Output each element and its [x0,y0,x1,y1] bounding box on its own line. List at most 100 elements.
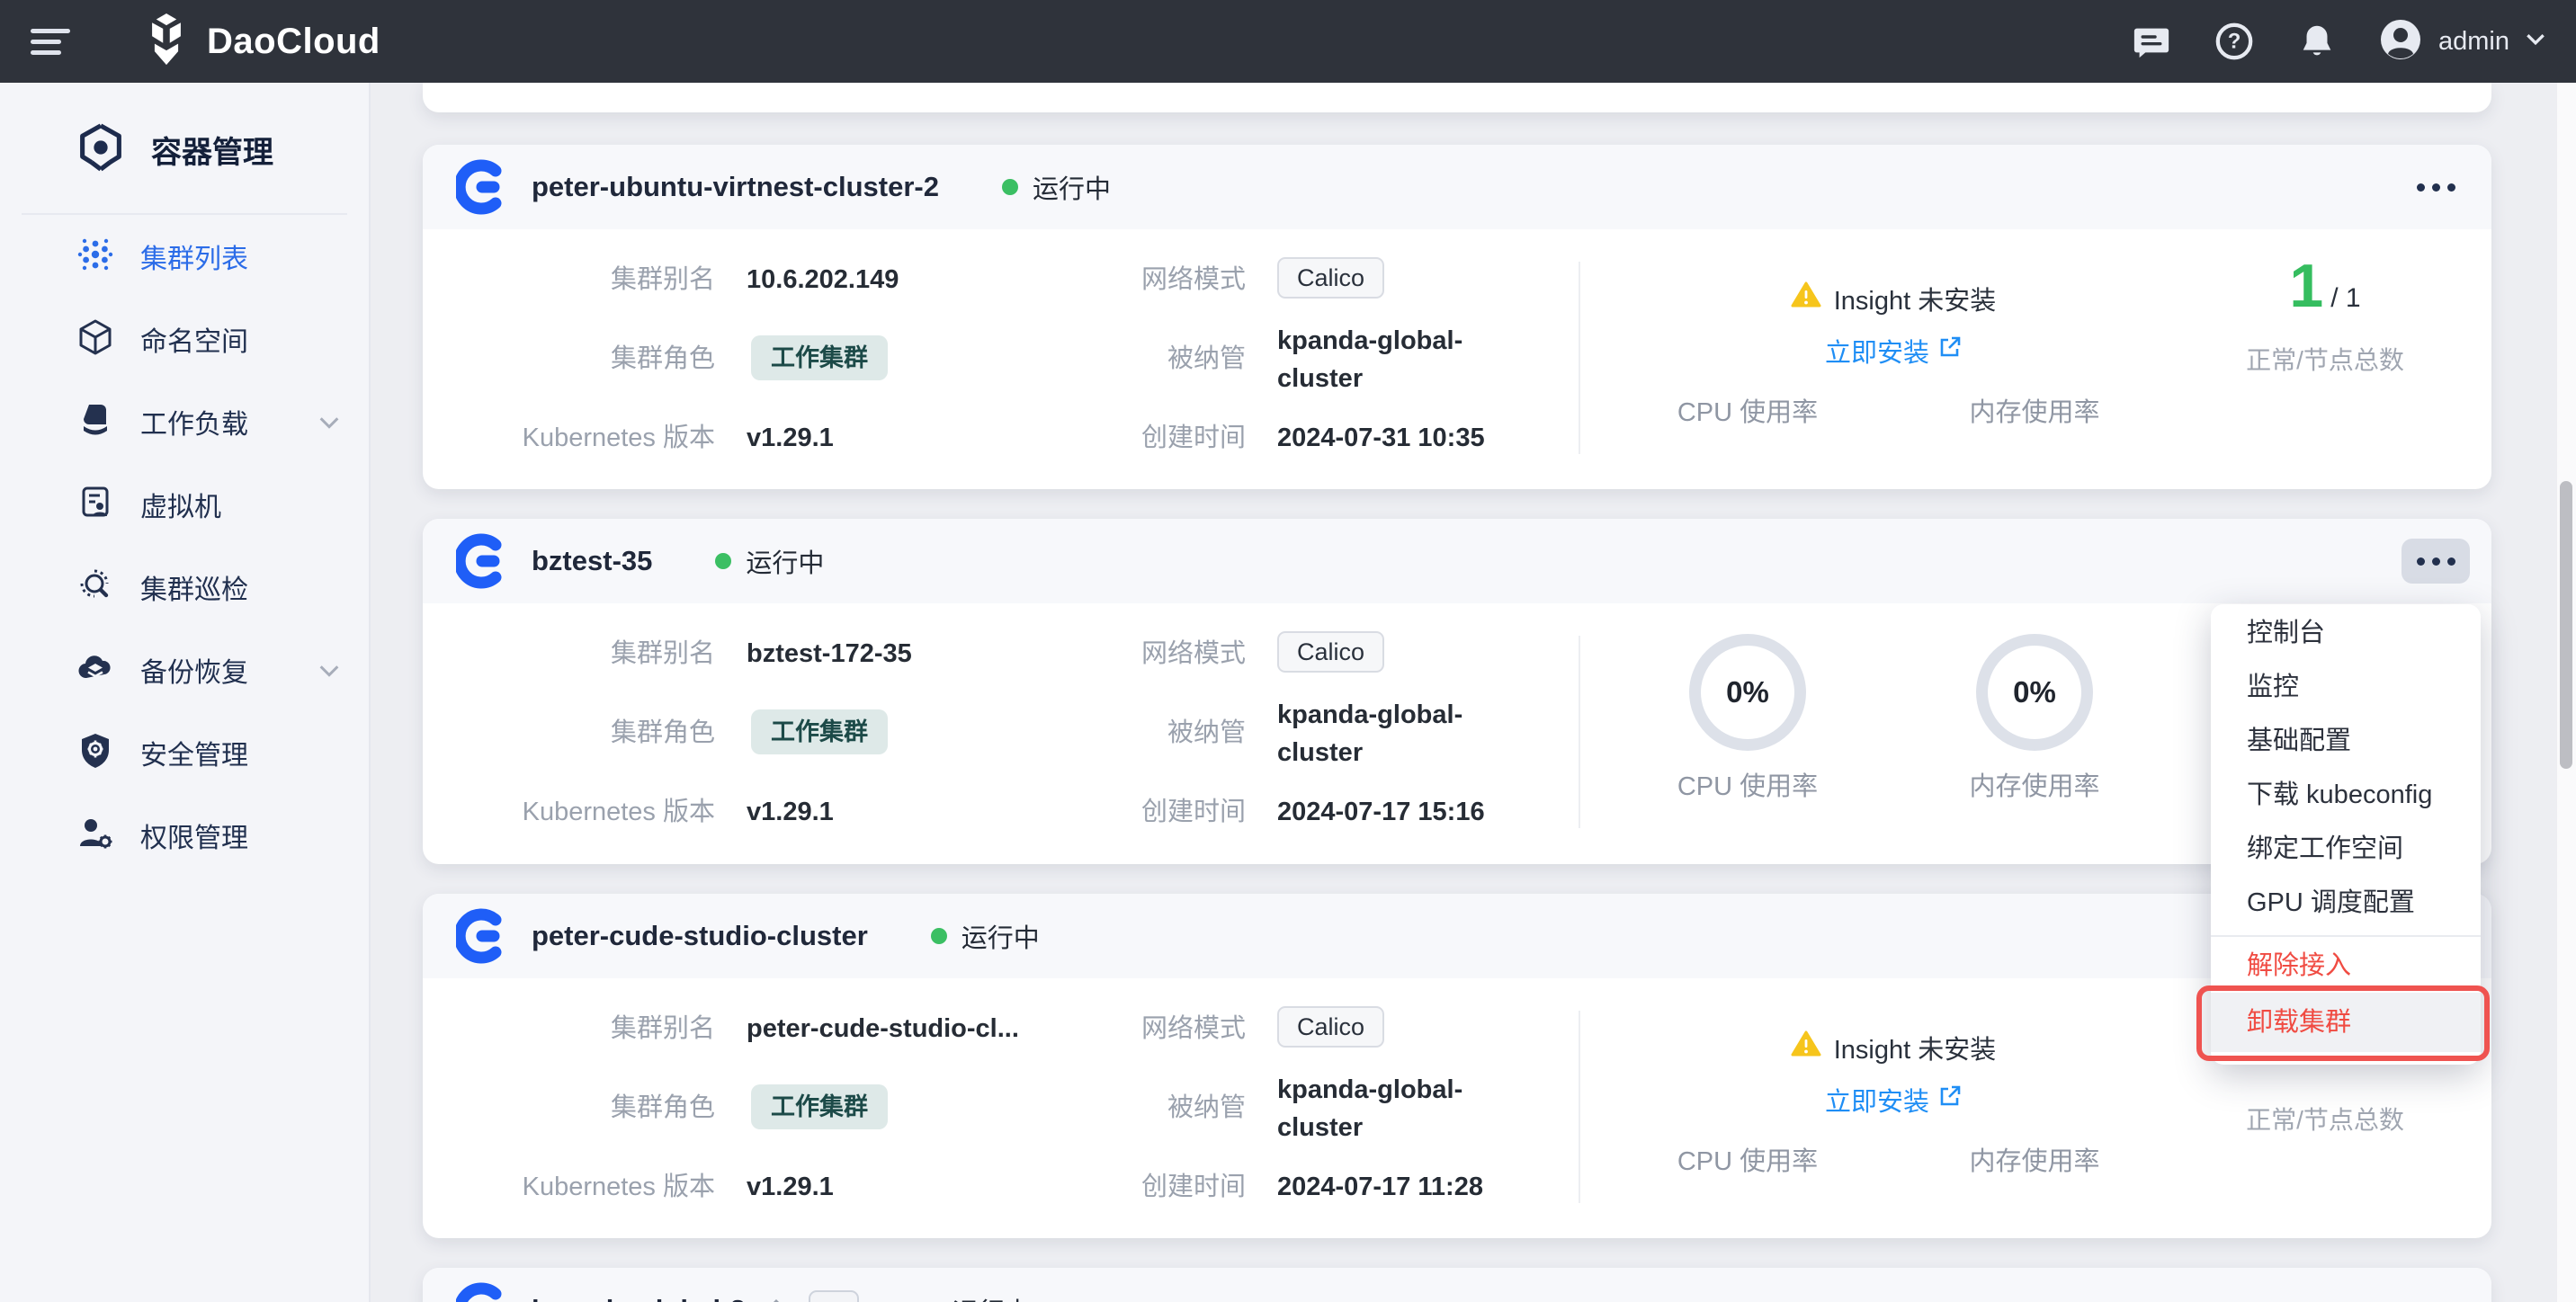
memory-usage-label: 内存使用率 [1969,398,2100,427]
menu-item-download-kubeconfig[interactable]: 下载 kubeconfig [2247,780,2433,809]
help-icon[interactable]: ? [2214,21,2255,62]
chevron-down-icon [2526,33,2545,49]
field-label: 创建时间 [1140,798,1246,826]
cluster-name[interactable]: peter-ubuntu-virtnest-cluster-2 [532,171,939,202]
install-now-link[interactable]: 立即安装 [1579,1081,2208,1119]
nodes-total-count: / 1 [2330,283,2361,313]
cluster-logo-icon [453,908,512,964]
cpu-usage-donut: 0% [1689,634,1806,751]
namespace-cube-icon [76,317,115,361]
warning-icon [1791,281,1821,316]
divider [1579,262,1580,454]
cluster-card-peter-cude-studio: peter-cude-studio-cluster 运行中 集群别名 peter… [423,894,2491,1238]
field-label: 集群别名 [610,265,715,294]
status-text: 运行中 [953,1291,1031,1302]
user-menu[interactable]: admin [2379,18,2545,66]
field-label: 创建时间 [1140,424,1246,452]
cluster-dots-icon [76,235,115,279]
scrollbar-track[interactable] [2556,83,2576,1302]
insight-missing-text: Insight 未安装 [1833,287,1997,316]
insight-block: Insight 未安装 立即安装 [1579,229,2208,370]
menu-item-disconnect[interactable]: 解除接入 [2247,951,2352,980]
workloads-stack-icon [76,400,115,444]
menu-toggle-icon[interactable] [31,22,70,61]
field-label: 创建时间 [1140,1173,1246,1201]
node-ratio-label: 正常/节点总数 [2246,1106,2404,1134]
cluster-name[interactable]: peter-cude-studio-cluster [532,920,868,951]
cluster-card-header: peter-cude-studio-cluster 运行中 [423,894,2491,978]
cluster-alias: bztest-172-35 [747,639,912,668]
field-label: 集群角色 [610,1093,715,1122]
sidebar-item-cluster-list[interactable]: 集群列表 [0,215,369,298]
sidebar-item-workloads[interactable]: 工作负载 [0,380,369,463]
insight-block: Insight 未安装 立即安装 [1579,978,2208,1119]
sidebar-item-virtual-machines[interactable]: 虚拟机 [0,463,369,546]
daocloud-logo-icon [140,12,192,72]
menu-item-uninstall-cluster[interactable]: 卸载集群 [2211,993,2481,1052]
sidebar-item-backup-restore[interactable]: 备份恢复 [0,629,369,711]
managed-by-value: kpanda-global-cluster [1277,1075,1463,1142]
field-label: 被纳管 [1167,1093,1246,1122]
install-now-link[interactable]: 立即安装 [1579,332,2208,370]
cluster-alias: 10.6.202.149 [747,265,899,294]
sidebar: 容器管理 集群列表 [0,83,371,1302]
feedback-icon[interactable] [2131,21,2172,62]
brand-name: DaoCloud [207,21,380,61]
field-label: 集群别名 [610,1014,715,1043]
cluster-logo-icon [453,159,512,215]
menu-item-monitoring[interactable]: 监控 [2247,673,2300,701]
managed-by-value: kpanda-global-cluster [1277,700,1463,767]
vm-icon [76,483,115,527]
field-label: 被纳管 [1167,344,1246,373]
created-time: 2024-07-17 11:28 [1277,1173,1483,1201]
more-actions-button[interactable] [2402,165,2470,210]
more-actions-button-active[interactable] [2402,539,2470,584]
sidebar-item-security[interactable]: 安全管理 [0,711,369,794]
cluster-role-badge: 工作集群 [751,709,888,754]
status-dot [930,928,947,944]
divider [22,213,347,215]
menu-item-console[interactable]: 控制台 [2247,619,2326,647]
menu-divider [2211,935,2481,937]
menu-item-gpu-scheduling[interactable]: GPU 调度配置 [2247,888,2415,917]
cpu-usage-label: CPU 使用率 [1677,1147,1819,1176]
cluster-name[interactable]: bztest-35 [532,545,653,576]
notifications-bell-icon[interactable] [2296,21,2338,62]
cluster-name[interactable]: kpanda-global-2 [532,1294,746,1302]
status-dot [1001,179,1018,195]
k8s-version: v1.29.1 [747,798,834,826]
cluster-card-body: 集群别名 peter-cude-studio-cl... 网络模式 Calico… [423,978,2491,1238]
chevron-down-icon [318,416,340,433]
cluster-card-header: peter-ubuntu-virtnest-cluster-2 运行中 [423,145,2491,229]
divider [1579,636,1580,828]
sidebar-item-permissions[interactable]: 权限管理 [0,794,369,877]
cluster-card-header: kpanda-global-2 运行中 [423,1268,2491,1302]
k8s-version: v1.29.1 [747,424,834,452]
sidebar-item-namespaces[interactable]: 命名空间 [0,298,369,380]
cluster-card-partial-bottom: kpanda-global-2 运行中 [423,1268,2491,1302]
memory-usage-label: 内存使用率 [1969,772,2100,801]
field-label: Kubernetes 版本 [522,798,715,826]
created-time: 2024-07-17 15:16 [1277,798,1485,826]
cluster-card-peter-ubuntu: peter-ubuntu-virtnest-cluster-2 运行中 集群别名… [423,145,2491,489]
sidebar-item-cluster-inspection[interactable]: 集群巡检 [0,546,369,629]
menu-item-bind-workspace[interactable]: 绑定工作空间 [2247,834,2404,863]
cluster-list-main: peter-ubuntu-virtnest-cluster-2 运行中 集群别名… [371,83,2576,1302]
node-ratio-label: 正常/节点总数 [2246,346,2404,374]
field-label: 集群角色 [610,344,715,373]
shield-gear-icon [76,731,115,775]
field-label: 网络模式 [1140,1014,1246,1043]
cluster-logo-icon [453,533,512,589]
memory-usage-label: 内存使用率 [1969,1147,2100,1176]
scrollbar-thumb[interactable] [2560,481,2572,769]
cluster-alias: peter-cude-studio-cl... [747,1014,1019,1043]
cluster-card-header: bztest-35 运行中 [423,519,2491,603]
edit-alias-icon[interactable] [758,1295,785,1302]
cluster-type-badge [808,1290,859,1302]
field-label: Kubernetes 版本 [522,424,715,452]
cluster-card-bztest-35: bztest-35 运行中 集群别名 bztest-172-35 网络模式 Ca… [423,519,2491,864]
module-title: 容器管理 [0,83,369,213]
status-text: 运行中 [961,924,1040,953]
menu-item-basic-config[interactable]: 基础配置 [2247,727,2352,755]
